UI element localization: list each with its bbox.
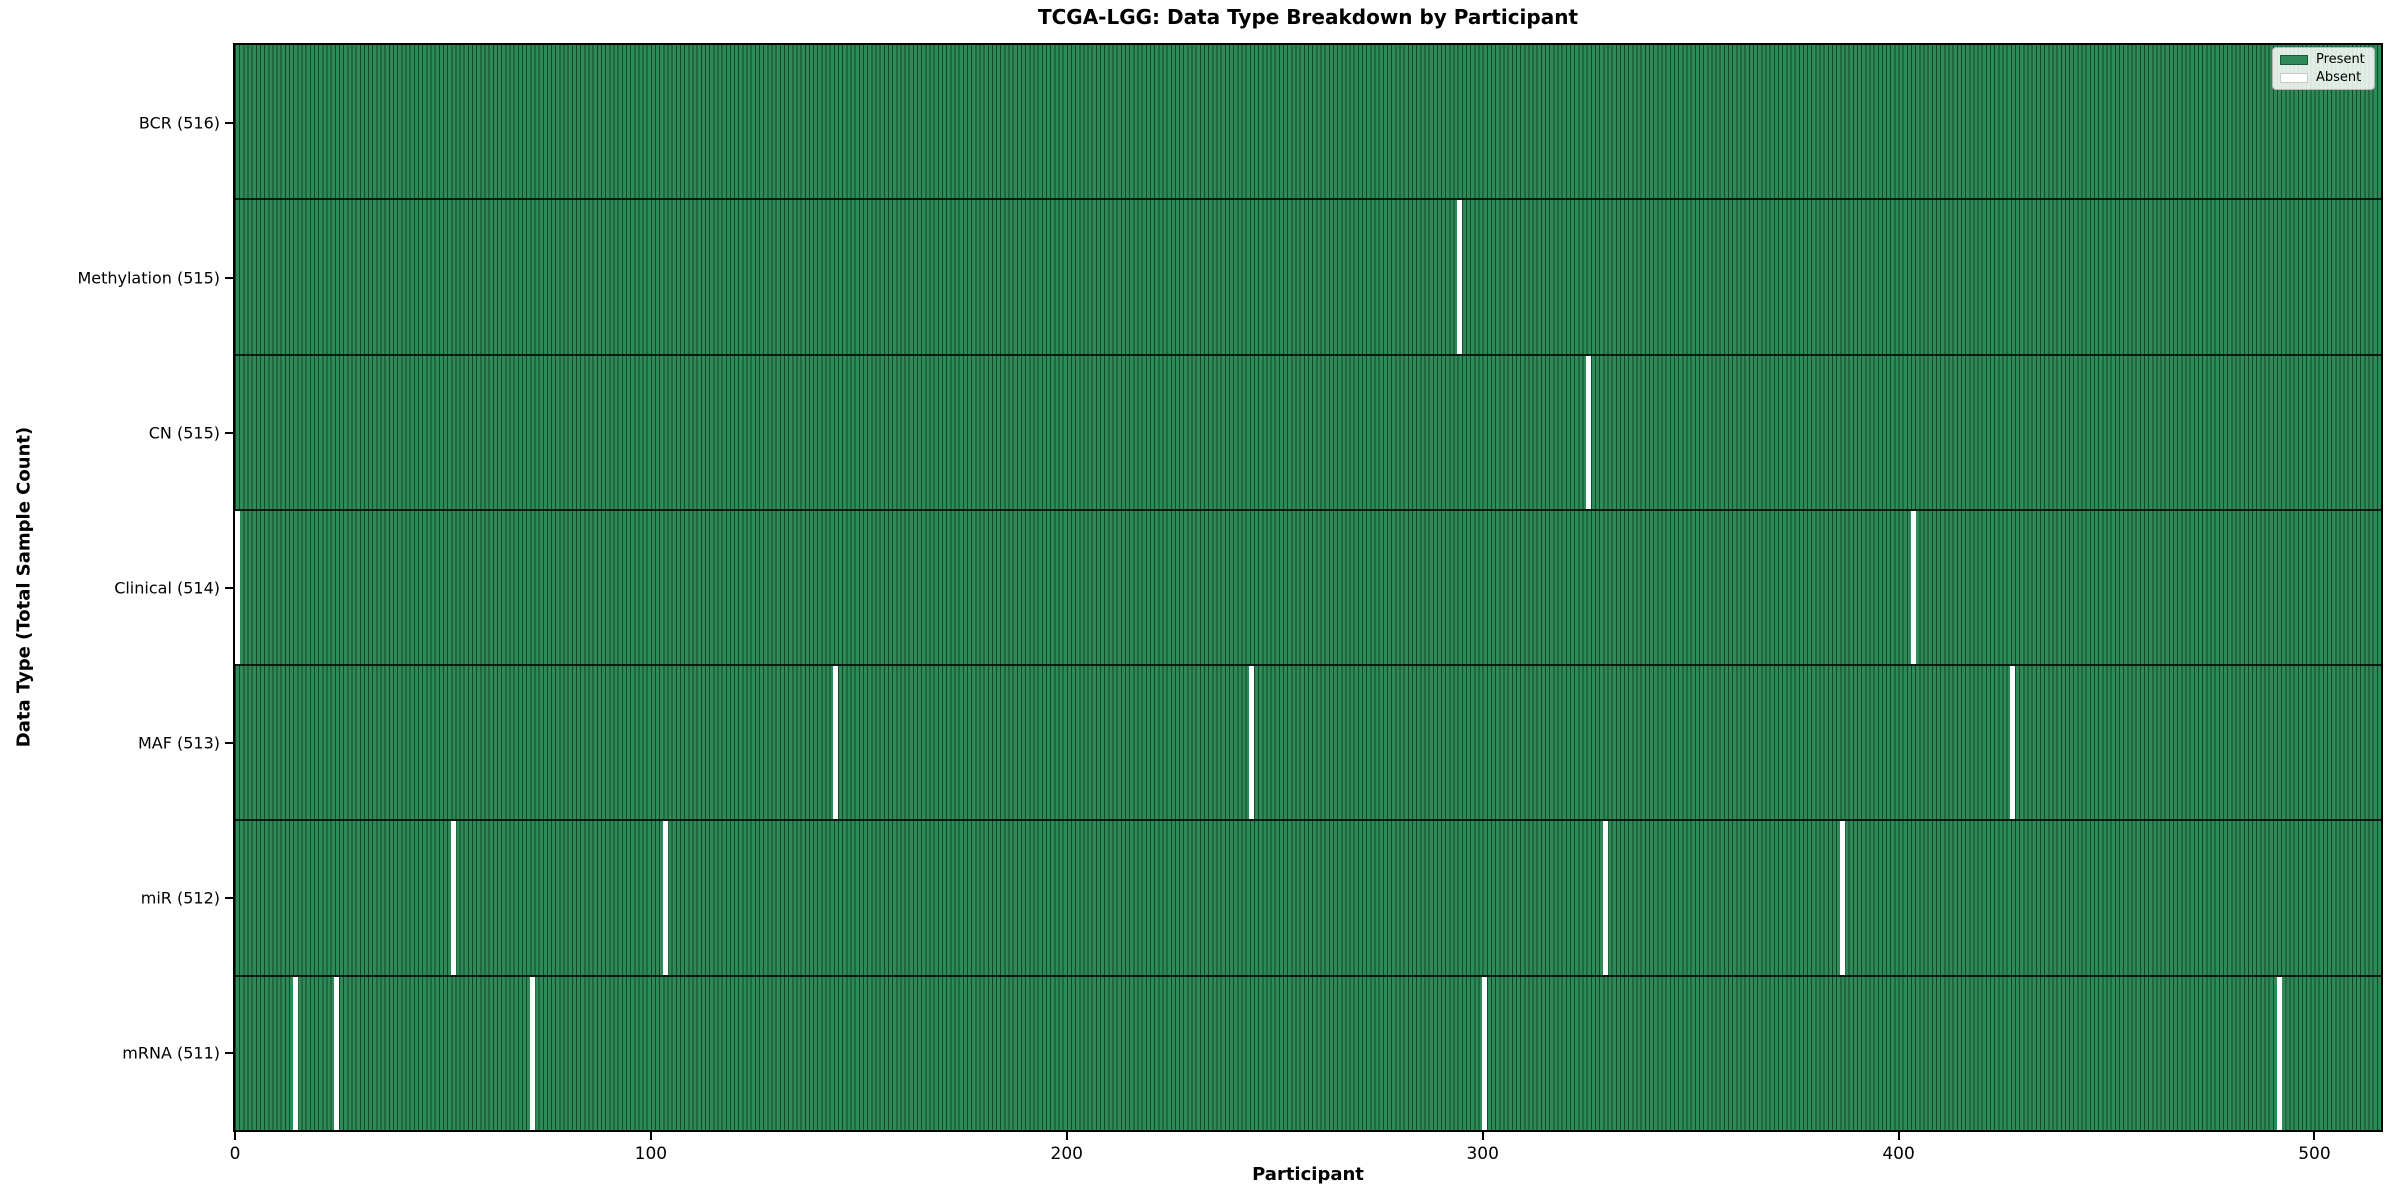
row-miR [235, 819, 2381, 975]
absent-gap-miR-386 [1839, 821, 1845, 975]
y-tick-label-BCR: BCR (516) [138, 113, 220, 132]
x-tick-mark [1897, 1132, 1900, 1140]
x-tick-mark [234, 1132, 236, 1140]
absent-gap-mRNA-300 [1482, 976, 1488, 1130]
absent-gap-miR-52 [450, 821, 456, 975]
absent-gap-mRNA-24 [334, 976, 340, 1130]
absent-gap-miR-103 [662, 821, 668, 975]
row-mRNA [235, 974, 2381, 1130]
absent-gap-CN-325 [1586, 355, 1592, 509]
y-tick-label-miR: miR (512) [140, 888, 220, 907]
legend: Present Absent [2272, 47, 2375, 90]
y-tick-label-CN: CN (515) [148, 423, 220, 442]
x-tick-mark [1481, 1132, 1484, 1140]
absent-gap-Clinical-0 [235, 510, 240, 665]
x-tick-label-500: 500 [2298, 1144, 2331, 1164]
absent-gap-mRNA-14 [292, 976, 298, 1130]
absent-gap-MAF-427 [2010, 666, 2016, 820]
y-axis-title: Data Type (Total Sample Count) [13, 426, 35, 748]
y-tick-mark [225, 121, 233, 124]
absent-gap-mRNA-71 [529, 976, 535, 1130]
absent-gap-Methylation-294 [1457, 200, 1463, 354]
x-tick-label-300: 300 [1466, 1144, 1499, 1164]
legend-item-absent: Absent [2280, 71, 2365, 84]
absent-gap-miR-329 [1602, 821, 1608, 975]
plot-area [233, 43, 2383, 1132]
row-MAF [235, 664, 2381, 820]
row-Clinical [235, 508, 2381, 665]
chart-title: TCGA-LGG: Data Type Breakdown by Partici… [1037, 5, 1579, 29]
legend-item-present: Present [2280, 53, 2365, 66]
legend-absent-label: Absent [2316, 70, 2362, 85]
present-swatch-icon [2280, 54, 2308, 65]
x-tick-mark [1065, 1132, 1068, 1140]
y-tick-mark [225, 896, 233, 899]
y-tick-mark [225, 586, 233, 589]
y-tick-label-mRNA: mRNA (511) [122, 1043, 220, 1062]
x-tick-label-400: 400 [1882, 1144, 1915, 1164]
y-tick-label-Clinical: Clinical (514) [114, 578, 220, 597]
y-tick-mark [225, 1051, 233, 1054]
x-tick-label-0: 0 [229, 1144, 241, 1164]
y-tick-mark [225, 741, 233, 744]
y-tick-label-MAF: MAF (513) [137, 733, 220, 752]
x-tick-label-100: 100 [634, 1144, 668, 1164]
absent-gap-MAF-244 [1249, 666, 1255, 820]
y-tick-mark [225, 276, 233, 279]
x-tick-mark [649, 1132, 652, 1140]
x-tick-label-200: 200 [1050, 1144, 1083, 1164]
row-BCR [235, 45, 2381, 199]
x-axis-title: Participant [1252, 1164, 1364, 1185]
absent-gap-mRNA-491 [2276, 976, 2282, 1130]
y-tick-label-Methylation: Methylation (515) [77, 268, 220, 287]
x-tick-mark [2313, 1132, 2316, 1140]
y-tick-mark [225, 431, 233, 434]
row-Methylation [235, 198, 2381, 354]
legend-present-label: Present [2316, 52, 2365, 67]
row-CN [235, 353, 2381, 509]
absent-swatch-icon [2280, 72, 2308, 83]
absent-gap-Clinical-403 [1910, 510, 1916, 665]
absent-gap-MAF-144 [833, 666, 839, 820]
